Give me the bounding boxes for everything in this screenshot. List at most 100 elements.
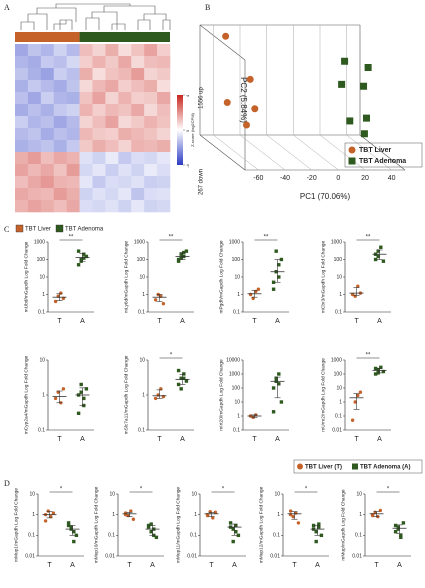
x-tick-label: T [292, 562, 297, 569]
data-point [56, 390, 60, 394]
panel-label: C [4, 225, 9, 234]
heatmap-cell [131, 104, 145, 117]
y-tick-label: 10 [39, 274, 45, 280]
heatmap-cell [15, 92, 29, 105]
y-tick-label: 1 [237, 413, 240, 419]
data-point [243, 121, 250, 129]
heatmap-cell [144, 92, 158, 105]
significance-label: * [140, 487, 143, 493]
heatmap-cell [105, 188, 119, 201]
y-tick-label: 10 [139, 357, 145, 363]
y-tick-label: 1000 [229, 371, 240, 377]
heatmap-cell [79, 116, 93, 129]
data-point [358, 390, 363, 394]
box-edge [359, 134, 406, 171]
data-point [399, 535, 403, 540]
y-tick-label: 100 [37, 257, 46, 263]
y-tick-label: 1 [142, 292, 145, 298]
heatmap-cell [27, 176, 42, 189]
data-point [376, 368, 380, 372]
x-tick-label: T [374, 562, 379, 569]
y-tick-label: 0.1 [38, 427, 45, 433]
heatmap-cell [66, 152, 80, 165]
heatmap-cell [157, 140, 171, 153]
data-point [379, 245, 383, 249]
heatmap-cell [157, 56, 171, 69]
heatmap-cell [144, 68, 158, 81]
heatmap-cell [15, 104, 29, 117]
data-point [376, 249, 380, 253]
y-tick-label: 10 [29, 491, 35, 497]
significance-label: ** [69, 235, 74, 241]
data-point [356, 393, 360, 398]
heatmap-cell [15, 44, 29, 57]
heatmap-cell [15, 80, 29, 93]
y-axis-label: mUbd/mGapdh Log Fold Change [23, 241, 29, 312]
y-tick-label: 0.01 [352, 553, 362, 559]
heatmap-cell [53, 164, 67, 177]
heatmap-cell [27, 44, 42, 57]
data-point [69, 525, 73, 529]
heatmap-cell [66, 68, 80, 81]
heatmap-cell [131, 80, 145, 93]
data-point [82, 396, 86, 401]
heatmap-cell [144, 56, 158, 69]
x-tick-label: A [80, 436, 85, 443]
legend-marker [297, 463, 303, 470]
data-point [271, 410, 276, 414]
data-point [179, 387, 183, 391]
heatmap-cell [118, 116, 132, 129]
heatmap-cell [157, 80, 171, 93]
data-point [82, 256, 86, 260]
heatmap-cell [79, 200, 93, 213]
data-point [234, 523, 238, 528]
data-point [373, 372, 378, 376]
y-tick-label: 0.01 [187, 553, 197, 559]
heatmap-cell [92, 128, 106, 141]
x-tick-label: A [180, 318, 185, 325]
y-axis-label: mMup10/mGapdh Log Fold Change [93, 486, 99, 563]
heatmap-cell [79, 56, 93, 69]
x-tick-label: T [252, 318, 257, 325]
data-point [236, 533, 241, 538]
y-axis-label: mSlc7a11/mGapdh Log Fold Change [123, 355, 129, 434]
data-point [223, 99, 231, 106]
data-point [76, 249, 81, 253]
y-axis-label: PC2 (5.84%) [239, 77, 248, 123]
heatmap-cell [144, 140, 158, 153]
y-tick-label: 0.1 [190, 533, 197, 539]
data-point [149, 529, 153, 534]
data-point [205, 513, 210, 518]
heatmap-cell [53, 128, 67, 141]
heatmap-cell [66, 164, 80, 177]
heatmap-cell [79, 176, 93, 189]
heatmap-cell [53, 116, 67, 129]
heatmap-cell [79, 80, 93, 93]
data-point [161, 301, 166, 306]
group-bar [79, 32, 170, 42]
heatmap-cell [15, 188, 29, 201]
heatmap-cell [66, 104, 80, 117]
data-point [288, 509, 293, 513]
heatmap-cell [66, 176, 80, 189]
heatmap-cell [157, 68, 171, 81]
heatmap-cell [157, 188, 171, 201]
heatmap-cell [144, 80, 158, 93]
data-point [346, 117, 354, 125]
x-axis-label: PC1 (70.06%) [300, 192, 351, 201]
data-point [314, 539, 318, 544]
data-point [79, 382, 83, 387]
data-point [277, 372, 281, 376]
data-point [61, 387, 66, 391]
heatmap-cell [92, 68, 106, 81]
heatmap-cell [118, 152, 132, 165]
legend-label: TBT Adenoma [65, 227, 104, 233]
grid-line [293, 134, 339, 171]
heatmap-cell [15, 176, 29, 189]
x-tick-label: -20 [307, 175, 317, 182]
data-point [373, 366, 378, 371]
heatmap-cell [15, 116, 29, 129]
legend-marker [348, 157, 356, 165]
heatmap-cell [105, 68, 119, 81]
legend-label: TBT Adenoma (A) [360, 465, 410, 471]
